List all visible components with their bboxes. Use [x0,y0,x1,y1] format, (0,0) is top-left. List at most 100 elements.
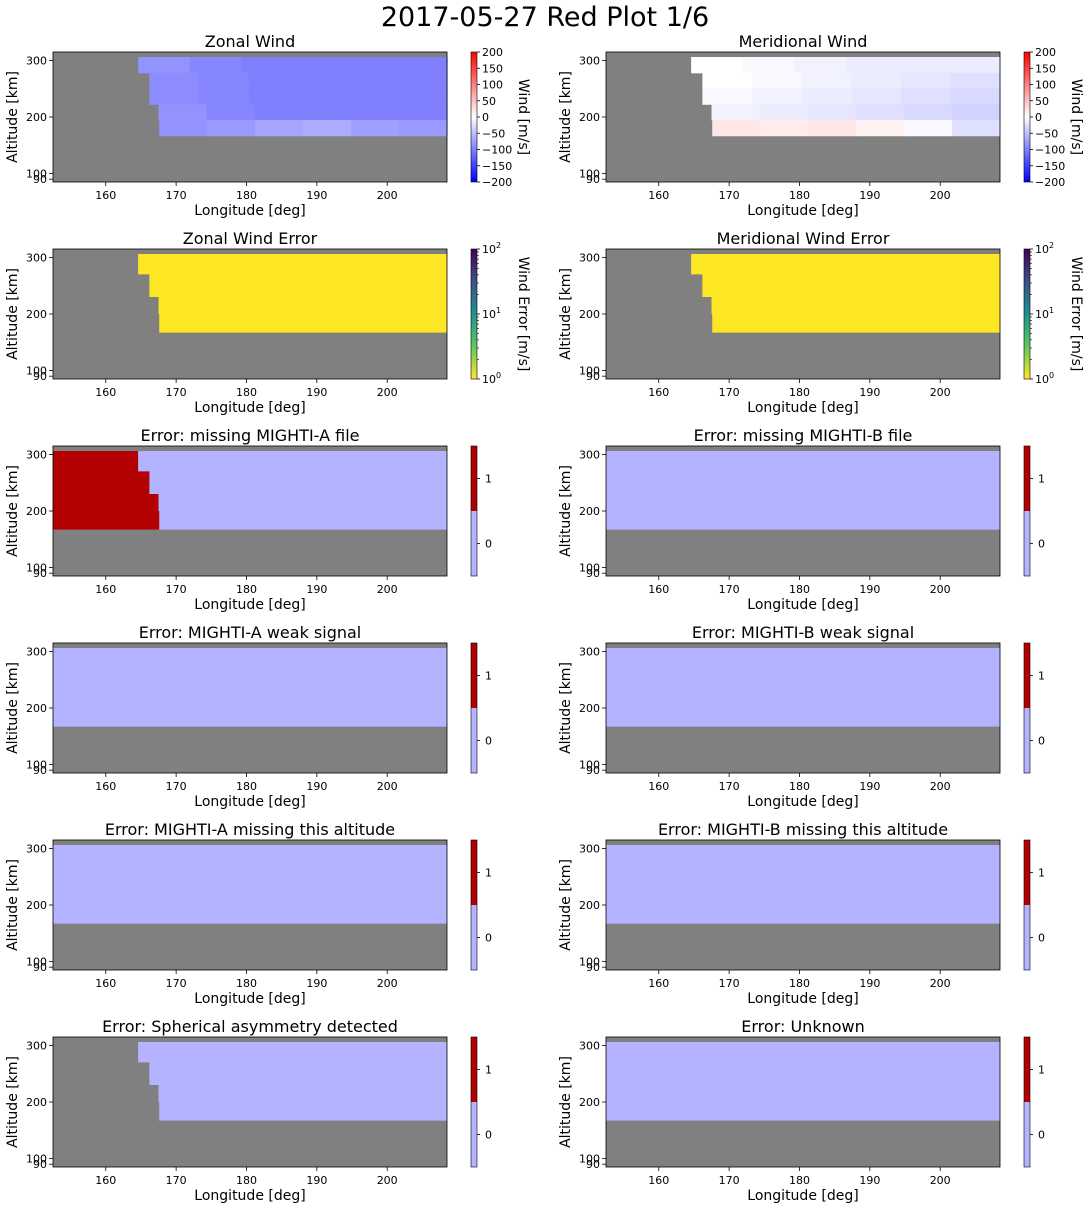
colorbar-frame [470,248,478,380]
colorbar-segment-1 [471,446,477,511]
colorbar-tick-label: −200 [482,176,512,189]
y-tick-label: 300 [579,645,600,658]
x-tick-label: 200 [377,583,398,596]
colorbar-segment-1 [471,1037,477,1102]
colorbar-tick-label: 0 [482,111,489,124]
x-axis-label: Longitude [deg] [194,991,305,1007]
colorbar-tick-label: −50 [482,127,505,140]
colorbar-tick-label: −150 [1035,160,1065,173]
colorbar: 10 [470,839,492,971]
colorbar-tick-label: 150 [1035,62,1056,75]
y-axis-label: Altitude [km] [558,71,574,163]
y-tick-label: 90 [33,961,47,974]
colorbar-gradient [1024,52,1030,182]
subplot-title: Meridional Wind Error [717,229,890,248]
colorbar-tick-label: 1 [485,1064,492,1077]
y-tick-label: 100 [579,1153,600,1166]
colorbar-segment-1 [471,643,477,708]
y-axis-label: Altitude [km] [5,1056,21,1148]
heatmap-cell [903,104,953,121]
colorbar-tick-label: 100 [1035,79,1056,92]
colorbar: 10 [470,642,492,774]
colorbar-frame [1023,248,1031,380]
x-tick-label: 190 [859,386,880,399]
heatmap-cell [397,88,448,105]
x-tick-label: 170 [166,977,187,990]
colorbar-segment-1 [1024,1037,1030,1102]
x-tick-label: 170 [166,386,187,399]
y-tick-label: 90 [586,567,600,580]
heatmap-cell [808,119,857,137]
colorbar-tick-label: −50 [1035,127,1058,140]
y-axis-label: Altitude [km] [5,71,21,163]
y-axis-label: Altitude [km] [558,1056,574,1148]
x-tick-label: 160 [95,780,116,793]
x-tick-label: 160 [95,189,116,202]
y-tick-label: 300 [579,251,600,264]
y-tick-label: 200 [579,308,600,321]
heatmap-cell [149,88,200,105]
y-axis-label: Altitude [km] [558,859,574,951]
y-axis-label: Altitude [km] [5,268,21,360]
heatmap-cell [351,119,400,137]
colorbar-tick-label: 0 [485,538,492,551]
x-axis-label: Longitude [deg] [747,991,858,1007]
y-tick-label: 90 [586,764,600,777]
y-tick-label: 100 [26,759,47,772]
x-tick-label: 170 [719,780,740,793]
colorbar-segment-0 [471,511,477,576]
y-tick-label: 90 [33,370,47,383]
colorbar-label: Wind [m/s] [1068,79,1084,155]
heatmap-cell [248,88,299,105]
subplot-title: Zonal Wind Error [183,229,318,248]
y-tick-label: 200 [579,702,600,715]
colorbar-frame [470,1036,478,1168]
heatmap-cell [851,88,902,105]
colorbar-tick-label: 102 [482,241,501,256]
colorbar: 200 150 100 50 0 −50 −100 −150 −200 Wind [m/s] [1023,46,1084,189]
y-tick-label: 90 [586,173,600,186]
x-tick-label: 190 [306,189,327,202]
x-tick-label: 180 [236,977,257,990]
x-tick-label: 160 [95,977,116,990]
flag-region [53,451,160,530]
y-axis-label: Altitude [km] [5,859,21,951]
x-tick-label: 160 [648,386,669,399]
figure-title: 2017-05-27 Red Plot 1/6 [380,2,710,33]
x-tick-label: 160 [95,386,116,399]
x-tick-label: 200 [930,780,951,793]
colorbar-tick-label: 1 [1038,670,1045,683]
y-tick-label: 90 [33,1158,47,1171]
x-tick-label: 170 [719,189,740,202]
heatmap-cell [397,72,448,90]
y-tick-label: 200 [579,111,600,124]
colorbar-frame [470,445,478,577]
x-tick-label: 160 [648,1174,669,1187]
x-tick-label: 200 [930,977,951,990]
colorbar-tick-label: 50 [482,95,496,108]
heatmap-cell [702,88,753,105]
colorbar-frame [470,51,478,183]
y-tick-label: 90 [33,764,47,777]
heatmap-cell [691,57,744,74]
y-tick-label: 100 [579,365,600,378]
heatmap-cell [751,72,803,90]
colorbar-tick-label: 0 [1038,1129,1045,1142]
x-axis-label: Longitude [deg] [194,400,305,416]
x-tick-label: 180 [789,780,810,793]
colorbar-tick-label: 50 [1035,95,1049,108]
colorbar-tick-label: 1 [1038,1064,1045,1077]
subplot-10: Error: MIGHTI-B missing this altitude 160… [558,820,1045,1007]
x-tick-label: 200 [377,1174,398,1187]
colorbar-label: Wind Error [m/s] [1068,257,1084,372]
colorbar: 10 [1023,1036,1045,1168]
heatmap-cell [198,88,250,105]
heatmap-cell [900,72,951,90]
x-tick-label: 200 [377,189,398,202]
heatmap-cell [711,104,761,121]
heatmap-cell [904,119,953,137]
colorbar: 10 [1023,839,1045,971]
heatmap-cell [856,119,905,137]
heatmap-cell [347,88,398,105]
